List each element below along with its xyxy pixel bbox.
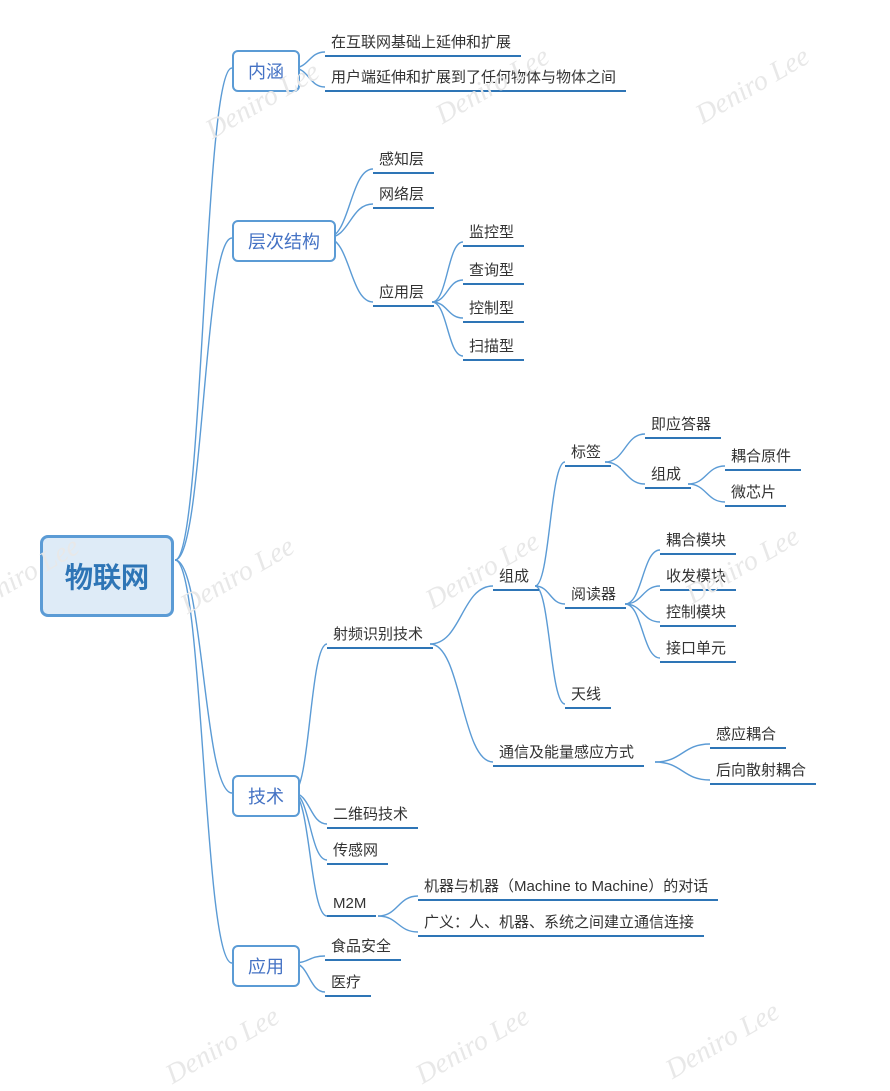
leaf-node-l10[interactable]: 射频识别技术 bbox=[327, 620, 433, 649]
connector-line bbox=[535, 586, 565, 704]
leaf-node-l6[interactable]: 监控型 bbox=[463, 218, 524, 247]
leaf-node-l21[interactable]: 接口单元 bbox=[660, 634, 736, 663]
leaf-node-l13[interactable]: 即应答器 bbox=[645, 410, 721, 439]
leaf-node-l12[interactable]: 标签 bbox=[565, 438, 611, 467]
connector-line bbox=[432, 302, 463, 356]
leaf-node-l14[interactable]: 组成 bbox=[645, 460, 691, 489]
connector-line bbox=[430, 586, 493, 644]
connector-line bbox=[432, 280, 463, 302]
watermark-text: Deniro Lee bbox=[175, 531, 300, 622]
connector-line bbox=[175, 560, 232, 963]
leaf-node-l22[interactable]: 天线 bbox=[565, 680, 611, 709]
watermark-text: Deniro Lee bbox=[160, 1001, 285, 1091]
connector-line bbox=[625, 604, 660, 622]
branch-node-b3[interactable]: 技术 bbox=[232, 775, 300, 817]
leaf-node-l28[interactable]: M2M bbox=[327, 892, 376, 917]
leaf-node-l5[interactable]: 应用层 bbox=[373, 278, 434, 307]
leaf-node-l15[interactable]: 耦合原件 bbox=[725, 442, 801, 471]
connector-line bbox=[293, 644, 327, 793]
leaf-node-l17[interactable]: 阅读器 bbox=[565, 580, 626, 609]
connector-line bbox=[688, 484, 725, 502]
connector-line bbox=[655, 744, 710, 762]
leaf-node-l27[interactable]: 传感网 bbox=[327, 836, 388, 865]
connector-line bbox=[378, 896, 418, 916]
leaf-node-l29[interactable]: 机器与机器（Machine to Machine）的对话 bbox=[418, 872, 718, 901]
leaf-node-l3[interactable]: 感知层 bbox=[373, 145, 434, 174]
connector-line bbox=[688, 466, 725, 484]
leaf-node-l2[interactable]: 用户端延伸和扩展到了任何物体与物体之间 bbox=[325, 63, 626, 92]
leaf-node-l32[interactable]: 医疗 bbox=[325, 968, 371, 997]
leaf-node-l23[interactable]: 通信及能量感应方式 bbox=[493, 738, 644, 767]
connector-line bbox=[535, 462, 565, 586]
leaf-node-l18[interactable]: 耦合模块 bbox=[660, 526, 736, 555]
leaf-node-l30[interactable]: 广义：人、机器、系统之间建立通信连接 bbox=[418, 908, 704, 937]
connector-line bbox=[535, 586, 565, 604]
leaf-node-l26[interactable]: 二维码技术 bbox=[327, 800, 418, 829]
watermark-text: Deniro Lee bbox=[690, 41, 815, 132]
leaf-node-l25[interactable]: 后向散射耦合 bbox=[710, 756, 816, 785]
leaf-node-l8[interactable]: 控制型 bbox=[463, 294, 524, 323]
connector-line bbox=[655, 762, 710, 780]
connector-line bbox=[175, 238, 232, 560]
connector-line bbox=[625, 586, 660, 604]
leaf-node-l19[interactable]: 收发模块 bbox=[660, 562, 736, 591]
connector-line bbox=[432, 302, 463, 318]
watermark-text: Deniro Lee bbox=[410, 1001, 535, 1091]
connector-line bbox=[432, 242, 463, 302]
branch-node-b2[interactable]: 层次结构 bbox=[232, 220, 336, 262]
leaf-node-l11[interactable]: 组成 bbox=[493, 562, 539, 591]
connector-line bbox=[378, 916, 418, 932]
root-node[interactable]: 物联网 bbox=[40, 535, 174, 617]
leaf-node-l4[interactable]: 网络层 bbox=[373, 180, 434, 209]
watermark-text: Deniro Lee bbox=[660, 996, 785, 1087]
leaf-node-l1[interactable]: 在互联网基础上延伸和扩展 bbox=[325, 28, 521, 57]
leaf-node-l9[interactable]: 扫描型 bbox=[463, 332, 524, 361]
connector-line bbox=[625, 550, 660, 604]
leaf-node-l7[interactable]: 查询型 bbox=[463, 256, 524, 285]
connector-line bbox=[430, 644, 493, 762]
branch-node-b1[interactable]: 内涵 bbox=[232, 50, 300, 92]
connector-line bbox=[625, 604, 660, 658]
leaf-node-l20[interactable]: 控制模块 bbox=[660, 598, 736, 627]
leaf-node-l31[interactable]: 食品安全 bbox=[325, 932, 401, 961]
connector-line bbox=[175, 560, 232, 793]
connector-line bbox=[175, 68, 232, 560]
leaf-node-l24[interactable]: 感应耦合 bbox=[710, 720, 786, 749]
branch-node-b4[interactable]: 应用 bbox=[232, 945, 300, 987]
leaf-node-l16[interactable]: 微芯片 bbox=[725, 478, 786, 507]
